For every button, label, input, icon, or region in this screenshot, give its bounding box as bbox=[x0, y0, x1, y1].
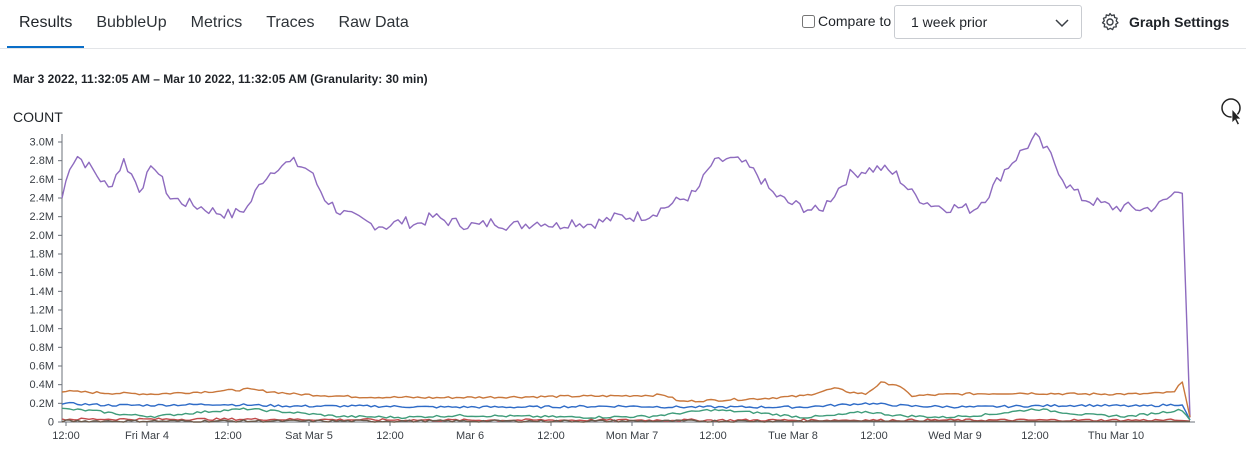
count-line-chart: 0 0.2M 0.4M 0.6M 0.8M 1.0M 1.2M 1.4M 1.6M 1.8M 2.0… bbox=[30, 132, 1195, 442]
y-tick-label: 0.6M bbox=[30, 361, 54, 373]
compare-period-select[interactable]: 1 week prior bbox=[894, 5, 1082, 39]
series-line-5 bbox=[61, 417, 1191, 422]
x-tick-label: 12:00 bbox=[376, 430, 404, 442]
y-tick-label: 1.0M bbox=[30, 323, 54, 335]
tab-raw-data[interactable]: Raw Data bbox=[338, 14, 409, 31]
y-tick-label: 1.6M bbox=[30, 267, 54, 279]
x-tick-label: 12:00 bbox=[1021, 430, 1049, 442]
chart-title: COUNT bbox=[13, 109, 63, 125]
series-line-6 bbox=[61, 419, 1190, 423]
compare-control: Compare to bbox=[802, 13, 891, 29]
y-tick-label: 2.2M bbox=[30, 211, 54, 223]
y-tick-label: 0.2M bbox=[30, 398, 54, 410]
y-tick-label: 3.0M bbox=[30, 137, 54, 149]
x-tick-label: 12:00 bbox=[537, 430, 565, 442]
time-range-label: Mar 3 2022, 11:32:05 AM – Mar 10 2022, 1… bbox=[13, 72, 428, 86]
y-tick-label: 2.4M bbox=[30, 193, 54, 205]
series-line-3 bbox=[61, 401, 1191, 421]
y-tick-label: 0.4M bbox=[30, 379, 54, 391]
mouse-cursor-icon bbox=[1221, 98, 1242, 126]
x-tick-label: Tue Mar 8 bbox=[768, 430, 818, 442]
y-tick-label: 2.0M bbox=[30, 230, 54, 242]
tab-bubbleup[interactable]: BubbleUp bbox=[96, 14, 167, 31]
y-tick-label: 1.4M bbox=[30, 286, 54, 298]
series-line-4 bbox=[61, 407, 1191, 421]
y-tick-label: 1.8M bbox=[30, 249, 54, 261]
y-tick-label: 2.8M bbox=[30, 155, 54, 167]
graph-settings-button[interactable]: Graph Settings bbox=[1100, 12, 1229, 32]
series-line-2 bbox=[61, 381, 1191, 418]
x-tick-label: 12:00 bbox=[52, 430, 80, 442]
tab-metrics[interactable]: Metrics bbox=[190, 14, 243, 31]
gear-icon bbox=[1101, 12, 1119, 31]
y-tick-label: 2.6M bbox=[30, 174, 54, 186]
tab-results[interactable]: Results bbox=[7, 0, 85, 48]
x-tick-label: 12:00 bbox=[699, 430, 727, 442]
series-line-1 bbox=[61, 132, 1191, 418]
tab-traces[interactable]: Traces bbox=[266, 14, 315, 31]
x-tick-label: Wed Mar 9 bbox=[928, 430, 982, 442]
y-tick-label: 0 bbox=[48, 417, 54, 429]
x-tick-label: Mon Mar 7 bbox=[606, 430, 659, 442]
x-tick-label: 12:00 bbox=[860, 430, 888, 442]
y-tick-label: 0.8M bbox=[30, 342, 54, 354]
x-tick-label: Mar 6 bbox=[456, 430, 484, 442]
x-tick-label: Fri Mar 4 bbox=[125, 430, 169, 442]
x-tick-label: 12:00 bbox=[214, 430, 242, 442]
y-tick-label: 1.2M bbox=[30, 305, 54, 317]
tab-list: Results BubbleUp Metrics Traces Raw Data bbox=[7, 0, 421, 48]
top-bar: Results BubbleUp Metrics Traces Raw Data… bbox=[0, 0, 1246, 49]
compare-label: Compare to bbox=[818, 13, 892, 29]
x-tick-label: Sat Mar 5 bbox=[285, 430, 333, 442]
chevron-down-icon bbox=[1055, 19, 1069, 28]
compare-checkbox[interactable] bbox=[802, 14, 815, 28]
compare-period-value: 1 week prior bbox=[911, 14, 988, 30]
x-tick-label: Thu Mar 10 bbox=[1088, 430, 1144, 442]
graph-settings-label: Graph Settings bbox=[1129, 14, 1230, 30]
